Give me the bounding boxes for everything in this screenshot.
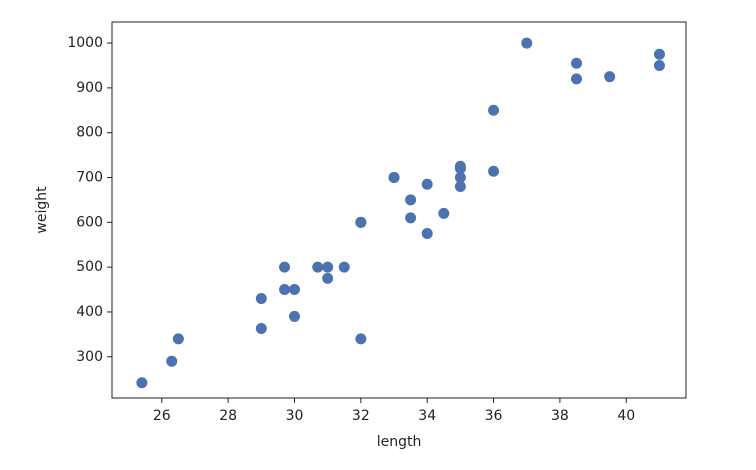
point (322, 272, 334, 284)
point (255, 293, 267, 305)
point (421, 178, 433, 190)
x-tick-label: 28 (219, 408, 237, 424)
x-tick-label: 32 (352, 408, 370, 424)
point (454, 163, 466, 175)
point (488, 104, 500, 116)
point (405, 212, 417, 224)
y-tick-label: 500 (76, 259, 103, 275)
point (136, 377, 148, 389)
x-tick-label: 30 (286, 408, 304, 424)
point (604, 71, 616, 83)
y-tick-label: 900 (76, 80, 103, 96)
point (421, 228, 433, 240)
x-tick-label: 26 (153, 408, 171, 424)
point (279, 284, 291, 296)
point (388, 172, 400, 184)
y-tick-label: 800 (76, 125, 103, 141)
point (312, 261, 324, 273)
point (322, 261, 334, 273)
point (488, 165, 500, 177)
y-axis-label: weight (34, 186, 50, 234)
x-tick-label: 34 (418, 408, 436, 424)
point (571, 57, 583, 69)
plot-frame (111, 21, 687, 399)
point (288, 310, 300, 322)
point (288, 284, 300, 296)
point (454, 172, 466, 184)
x-tick-label: 36 (485, 408, 503, 424)
point (255, 323, 267, 335)
x-tick-label: 40 (617, 408, 635, 424)
point (653, 48, 665, 60)
point (405, 194, 417, 206)
x-tick-label: 38 (551, 408, 569, 424)
point (355, 333, 367, 345)
y-tick-label: 700 (76, 170, 103, 186)
y-tick-label: 1000 (67, 35, 103, 51)
point (279, 261, 291, 273)
point (438, 207, 450, 219)
point (571, 73, 583, 85)
point (454, 180, 466, 192)
point (172, 333, 184, 345)
point (521, 37, 533, 49)
x-axis-label: length (377, 434, 422, 450)
point (338, 261, 350, 273)
y-tick-label: 400 (76, 304, 103, 320)
y-tick-label: 600 (76, 214, 103, 230)
point (166, 355, 178, 367)
y-tick-label: 300 (76, 349, 103, 365)
point (355, 216, 367, 228)
point (653, 59, 665, 71)
